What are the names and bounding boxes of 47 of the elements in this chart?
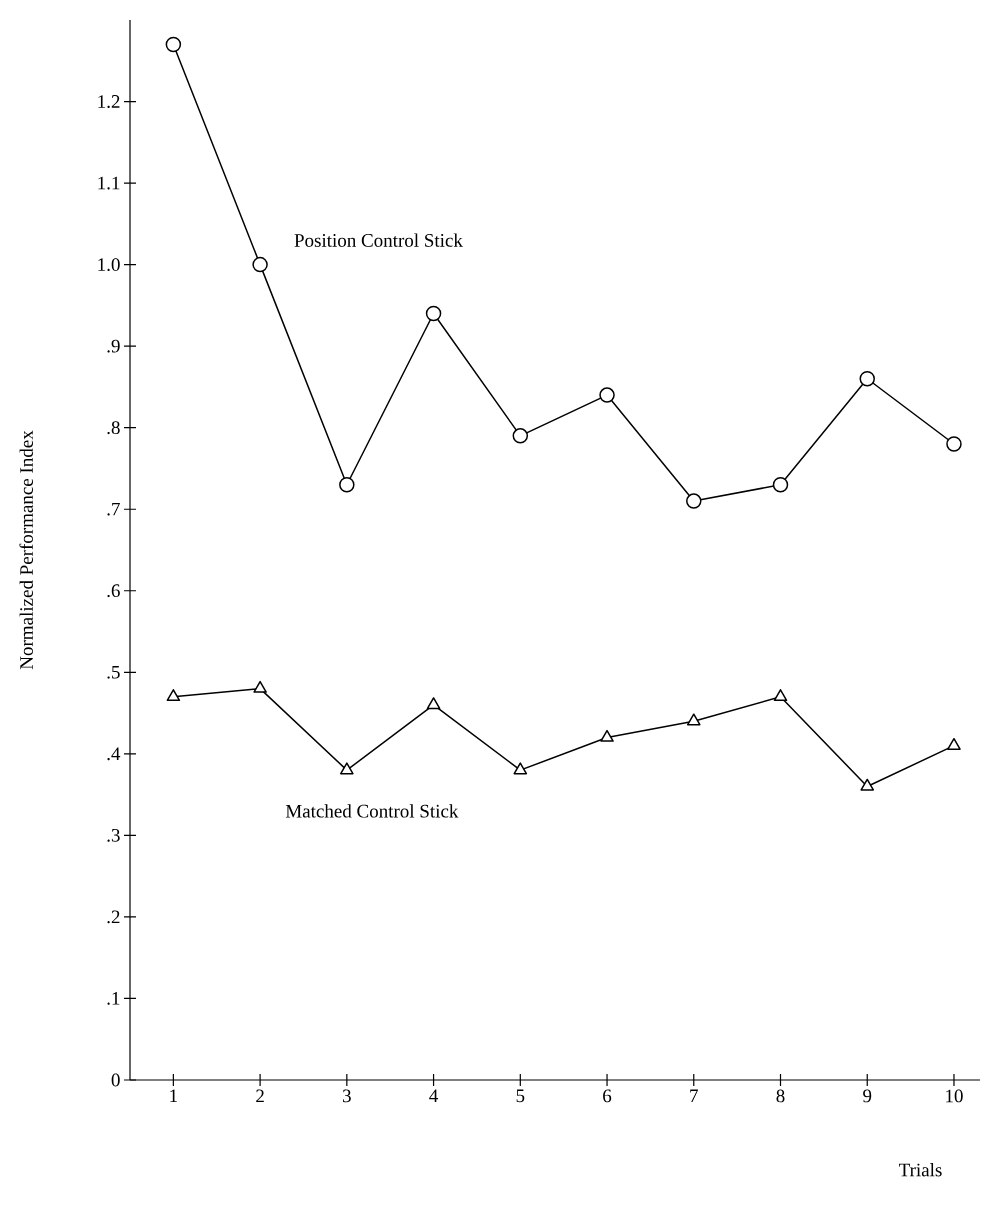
point <box>252 256 268 273</box>
point <box>686 713 701 726</box>
point <box>773 689 788 702</box>
point <box>600 729 614 742</box>
point <box>426 697 441 710</box>
point <box>512 428 529 444</box>
y-tick-label: 1.2 <box>98 95 120 108</box>
point <box>860 778 875 791</box>
x-tick-label: 7 <box>690 1089 698 1102</box>
x-tick-label: 8 <box>776 1089 785 1103</box>
y-tick-label: .2 <box>107 910 120 924</box>
series-label: Position Control Stick <box>294 233 463 247</box>
y-tick-label: 0 <box>111 1073 120 1087</box>
x-tick-label: 2 <box>256 1089 264 1103</box>
y-tick-label: .5 <box>107 665 120 679</box>
point <box>340 762 354 775</box>
text: Matched Control Stick <box>285 804 459 818</box>
y-tick-label: 1.0 <box>98 258 120 272</box>
y-tick-label: .1 <box>107 992 120 1005</box>
point <box>686 493 702 509</box>
x-tick-label: 9 <box>863 1089 872 1103</box>
point <box>339 477 355 493</box>
y-axis-title: Normalized Performance Index <box>19 430 33 670</box>
x-tick-label: 3 <box>342 1089 351 1103</box>
point <box>947 737 961 750</box>
y-tick-label: .6 <box>107 584 120 598</box>
point <box>859 371 875 387</box>
point <box>946 436 962 452</box>
x-tick-label: 1 <box>170 1089 177 1103</box>
x-tick-label: 10 <box>946 1089 963 1103</box>
y-tick-label: .8 <box>107 421 120 435</box>
x-axis-title: Trials <box>899 1163 942 1177</box>
point <box>513 762 528 775</box>
x-tick-label: 6 <box>603 1089 612 1103</box>
point <box>772 477 789 493</box>
point <box>425 305 442 322</box>
y-tick-label: 1.1 <box>98 176 120 190</box>
y-tick-label: .4 <box>107 747 121 761</box>
point <box>166 689 181 702</box>
x-tick-label: 4 <box>429 1089 439 1103</box>
point <box>599 387 615 403</box>
point <box>165 36 182 53</box>
x-tick-label: 5 <box>516 1089 525 1103</box>
y-tick-label: .3 <box>107 828 120 842</box>
y-tick-label: .7 <box>107 502 120 516</box>
y-tick-label: .9 <box>107 339 120 353</box>
point <box>253 680 267 693</box>
